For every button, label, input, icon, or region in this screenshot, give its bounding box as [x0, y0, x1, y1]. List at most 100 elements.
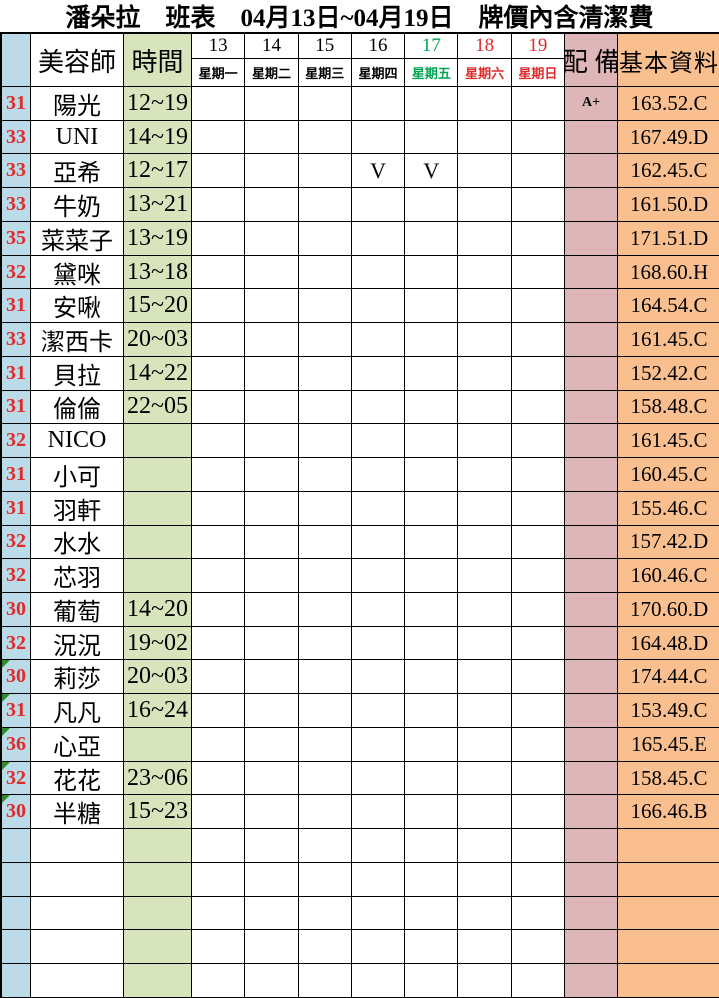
cell-basic-info-text: 163.52.C: [630, 90, 708, 115]
cell-day-mark: [245, 829, 299, 863]
cell-day-mark: [511, 289, 566, 324]
cell-day-mark: [245, 559, 299, 594]
cell-row-number: [2, 829, 31, 863]
cell-basic-info: 158.48.C: [618, 390, 719, 425]
cell-day-mark: [511, 559, 566, 594]
cell-day-mark: [511, 424, 566, 459]
cell-basic-info: 152.42.C: [618, 356, 719, 391]
cell-shift-time-text: 12~19: [127, 89, 188, 116]
cell-day-mark: [511, 626, 566, 661]
cell-day-mark: [351, 593, 406, 627]
cell-day-mark: [351, 458, 406, 492]
cell-shift-time: [124, 559, 192, 594]
cell-shift-time: 15~23: [124, 795, 192, 830]
cell-day-mark: [298, 559, 352, 594]
cell-day-mark: [245, 188, 299, 222]
cell-equipment: [565, 255, 619, 290]
cell-day-mark: [298, 221, 352, 256]
cell-beautician-name-text: 菜菜子: [41, 228, 113, 255]
cell-beautician-name: 半糖: [31, 795, 124, 830]
cell-day-mark: [511, 188, 566, 222]
cell-beautician-name-text: 亞希: [53, 161, 101, 188]
cell-day-mark: [351, 221, 406, 256]
cell-row-number-text: 31: [6, 361, 26, 384]
cell-beautician-name: 菜菜子: [31, 221, 124, 256]
cell-day-mark: [351, 626, 406, 661]
cell-day-mark: [405, 323, 459, 357]
cell-shift-time: 20~03: [124, 660, 192, 695]
cell-day-mark: [298, 356, 352, 391]
cell-beautician-name: 亞希: [31, 154, 124, 189]
cell-day-mark: [511, 154, 566, 189]
cell-row-number-text: 31: [6, 496, 26, 519]
cell-equipment: [565, 559, 619, 594]
cell-day-mark: [192, 87, 246, 121]
cell-beautician-name: 況況: [31, 626, 124, 661]
cell-day-mark: [405, 356, 459, 391]
cell-basic-info: [618, 896, 719, 931]
cell-beautician-name: 潔西卡: [31, 323, 124, 357]
cell-day-mark: [405, 964, 459, 998]
cell-day-mark: [245, 896, 299, 931]
cell-equipment: [565, 390, 619, 425]
cell-basic-info-text: 160.46.C: [630, 563, 708, 588]
header-date-17: 17: [405, 34, 459, 59]
cell-day-mark: [192, 120, 246, 155]
header-weekday-14-text: 星期二: [251, 66, 291, 81]
cell-equipment: [565, 458, 619, 492]
cell-day-mark: [351, 255, 406, 290]
cell-day-mark: [351, 896, 406, 931]
cell-day-mark: [458, 896, 512, 931]
cell-day-mark: [192, 424, 246, 459]
header-weekday-16-text: 星期四: [358, 66, 398, 81]
cell-day-mark: [405, 896, 459, 931]
schedule-table: 美容師 時間 配 備 基本資料 13 星期一 14 星期二 15 星期三 16 星期四 17 星期…: [0, 32, 719, 998]
header-weekday-18: 星期六: [458, 59, 512, 87]
cell-row-number: 33: [2, 188, 31, 222]
cell-beautician-name: [31, 896, 124, 931]
cell-day-mark: [245, 930, 299, 965]
cell-shift-time-text: 20~03: [127, 663, 188, 690]
cell-basic-info: 161.45.C: [618, 323, 719, 357]
cell-day-mark: [405, 930, 459, 965]
header-weekday-14: 星期二: [245, 59, 299, 87]
cell-beautician-name-text: 羽軒: [53, 498, 101, 525]
cell-day-mark: [405, 727, 459, 762]
cell-day-mark: [458, 525, 512, 560]
cell-beautician-name-text: 小可: [53, 464, 101, 491]
cell-day-mark: [405, 491, 459, 526]
header-weekday-13: 星期一: [192, 59, 246, 87]
cell-day-mark: [245, 87, 299, 121]
cell-day-mark: [245, 255, 299, 290]
cell-day-mark: V: [351, 154, 406, 189]
header-beautician: 美容師: [31, 34, 124, 87]
cell-row-number: 31: [2, 390, 31, 425]
cell-day-mark: [192, 491, 246, 526]
cell-day-mark: [511, 694, 566, 728]
cell-day-mark: [351, 694, 406, 728]
cell-day-mark: [405, 390, 459, 425]
cell-day-mark: [245, 727, 299, 762]
cell-shift-time: [124, 525, 192, 560]
cell-basic-info: 162.45.C: [618, 154, 719, 189]
cell-day-mark: [298, 154, 352, 189]
header-weekday-15: 星期三: [298, 59, 352, 87]
cell-day-mark: [458, 626, 512, 661]
cell-equipment: A+: [565, 87, 619, 121]
cell-day-mark: [405, 255, 459, 290]
cell-equipment: [565, 424, 619, 459]
header-weekday-19: 星期日: [511, 59, 566, 87]
header-equipment-label: 配 備: [565, 47, 619, 77]
cell-day-mark: [192, 559, 246, 594]
cell-day-mark: [511, 120, 566, 155]
cell-day-mark: [192, 356, 246, 391]
cell-basic-info-text: 165.45.E: [631, 731, 707, 756]
cell-beautician-name-text: 凡凡: [53, 701, 101, 728]
cell-equipment: [565, 660, 619, 695]
cell-day-mark: [458, 87, 512, 121]
cell-beautician-name-text: 況況: [53, 633, 101, 660]
cell-row-number-text: 32: [6, 260, 26, 283]
cell-day-mark: [511, 255, 566, 290]
header-corner-cell: [2, 34, 31, 87]
cell-basic-info-text: 166.46.B: [630, 799, 708, 824]
